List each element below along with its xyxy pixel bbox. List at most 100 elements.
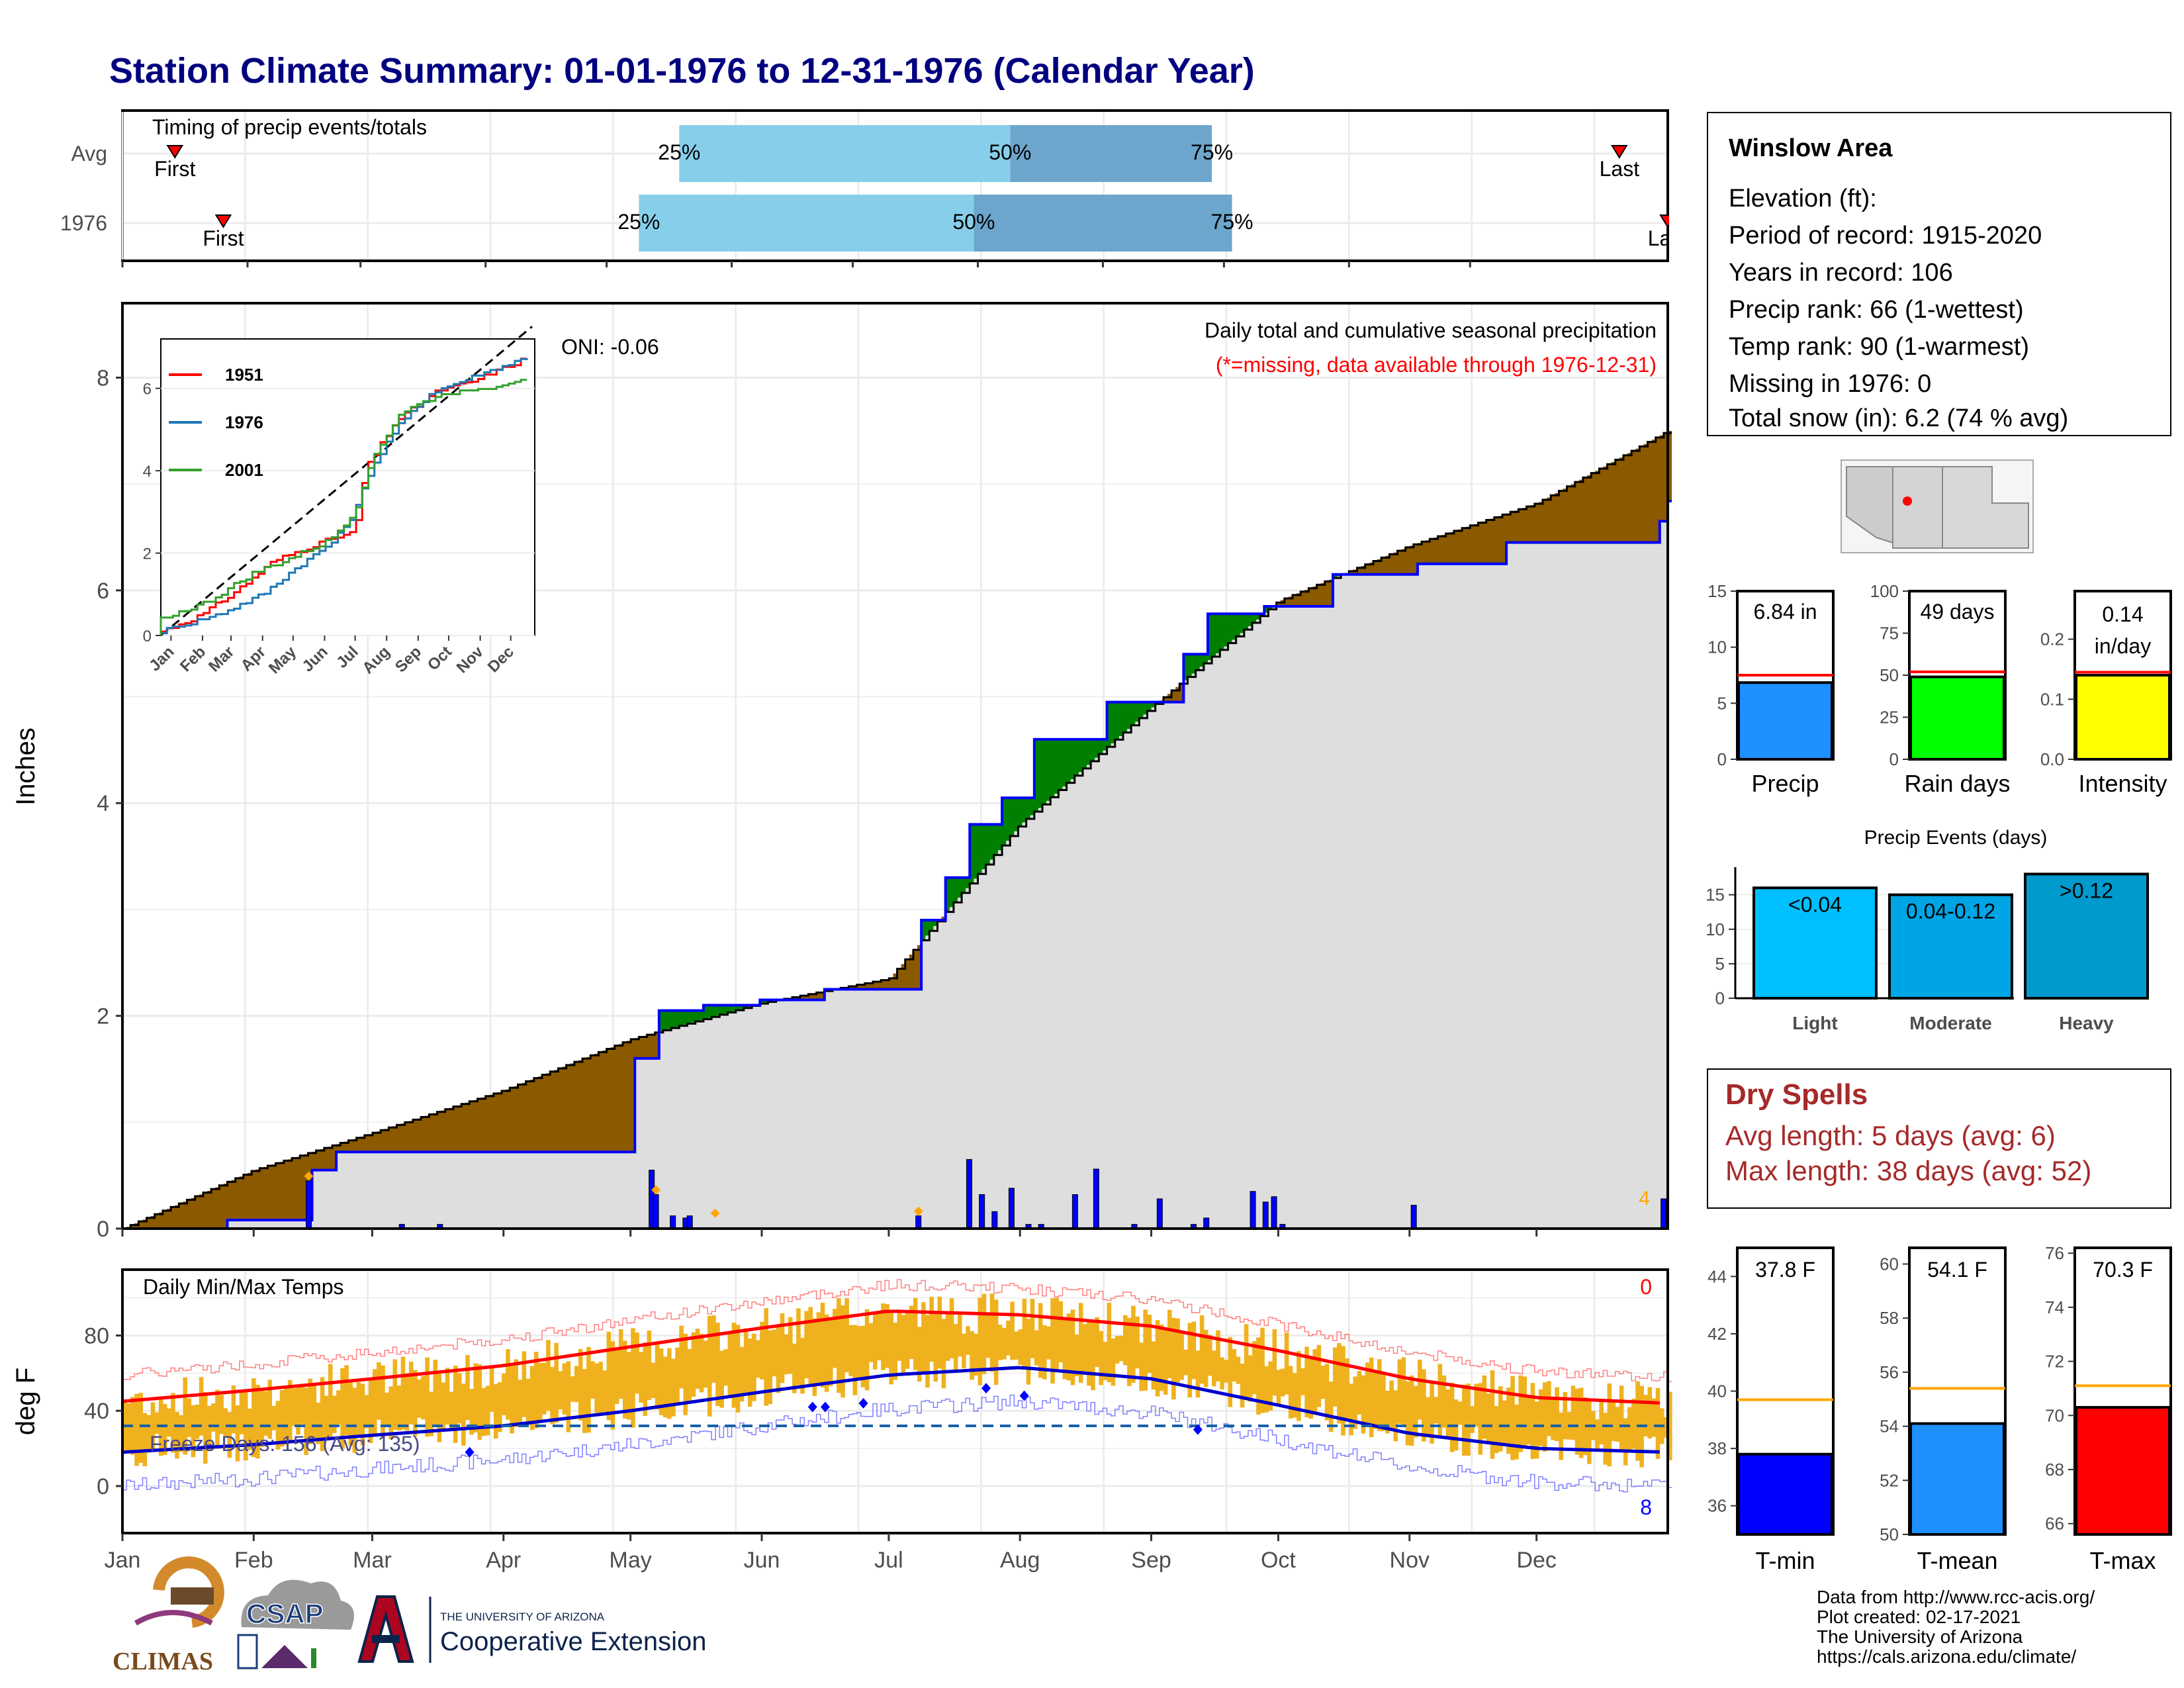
daily-temp-bar: [489, 1366, 494, 1412]
daily-temp-bar: [820, 1302, 825, 1387]
daily-temp-bar: [1543, 1382, 1547, 1452]
daily-temp-bar: [1183, 1349, 1189, 1376]
temp-mini-ytick-label: 36: [1707, 1496, 1727, 1516]
daily-precip-bar: [686, 1215, 693, 1229]
daily-temp-bar: [1502, 1400, 1507, 1446]
daily-precip-bar: [991, 1211, 998, 1229]
record-low-marker: [1019, 1390, 1029, 1401]
daily-temp-bar: [566, 1361, 571, 1432]
temp-mini-category-label: T-min: [1756, 1547, 1815, 1574]
temp-mini-ytick-label: 60: [1880, 1254, 1899, 1274]
daily-temp-bar: [267, 1380, 273, 1439]
csap-logo-text: CSAP: [246, 1598, 324, 1629]
timing-avg-first-label: First: [154, 157, 195, 181]
info-temp-rank: Temp rank: 90 (1-warmest): [1729, 333, 2029, 361]
daily-temp-bar: [1256, 1337, 1261, 1415]
daily-temp-bar: [610, 1341, 615, 1430]
month-label: May: [610, 1548, 652, 1573]
daily-temp-bar: [1478, 1383, 1483, 1455]
daily-temp-bar: [792, 1343, 797, 1393]
daily-temp-bar: [336, 1390, 341, 1425]
snow-marker: [304, 1171, 314, 1181]
daily-temp-bar: [138, 1393, 143, 1463]
daily-temp-bar: [723, 1349, 728, 1386]
mini-ytick-label: 50: [1880, 665, 1899, 685]
daily-temp-bar: [683, 1333, 688, 1415]
daily-temp-bar: [945, 1313, 950, 1361]
dry-spells-box: Dry Spells Avg length: 5 days (avg: 6) M…: [1707, 1068, 2171, 1209]
daily-temp-bar: [1244, 1324, 1249, 1398]
daily-temp-bar: [1070, 1309, 1075, 1385]
daily-temp-bar: [643, 1342, 648, 1416]
events-category-label: Light: [1792, 1013, 1837, 1033]
daily-temp-bar: [332, 1395, 337, 1433]
daily-temp-bar: [1526, 1396, 1531, 1445]
daily-temp-bar: [255, 1384, 260, 1459]
ua-extension-text: Cooperative Extension: [440, 1627, 706, 1656]
daily-temp-bar: [461, 1383, 466, 1446]
daily-temp-bar: [917, 1327, 922, 1382]
record-high-line: [122, 1279, 1672, 1382]
month-label: Mar: [353, 1548, 392, 1573]
snow-marker: [710, 1208, 720, 1218]
daily-temp-bar: [1264, 1366, 1269, 1413]
daily-temp-bar: [287, 1380, 293, 1442]
daily-temp-bar: [1393, 1390, 1398, 1442]
temp-mini-category-label: T-max: [2089, 1547, 2156, 1574]
daily-temp-bar: [1078, 1303, 1083, 1383]
daily-temp-bar: [1014, 1331, 1019, 1360]
precip-ytick-label: 6: [97, 579, 109, 604]
snow-marker: [651, 1185, 661, 1195]
month-label: Oct: [1261, 1548, 1296, 1573]
precip-right-count: 4: [1639, 1188, 1650, 1209]
daily-temp-bar: [731, 1323, 737, 1408]
daily-temp-bar: [1449, 1382, 1455, 1452]
daily-temp-bar: [760, 1321, 764, 1380]
daily-temp-bar: [167, 1408, 171, 1437]
daily-temp-bar: [1038, 1303, 1043, 1378]
freeze-days-label: Freeze Days: 156 (Avg: 135): [150, 1432, 420, 1456]
ua-small-text: THE UNIVERSITY OF ARIZONA: [440, 1611, 605, 1623]
daily-temp-bar: [1272, 1329, 1277, 1396]
temp-mini-bar: [1737, 1452, 1833, 1536]
mini-ytick-label: 0.2: [2040, 630, 2064, 649]
daily-temp-bar: [263, 1391, 268, 1436]
daily-precip-bar: [1661, 1198, 1667, 1229]
month-label: Dec: [1516, 1548, 1556, 1573]
daily-temp-bar: [1232, 1349, 1237, 1382]
daily-temp-bar: [1131, 1305, 1136, 1383]
daily-temp-bar: [711, 1315, 716, 1383]
daily-temp-bar: [1332, 1347, 1338, 1407]
daily-temp-bar: [707, 1315, 712, 1417]
daily-temp-bar: [381, 1365, 385, 1438]
temp-mini-value-label: 70.3 F: [2093, 1258, 2153, 1282]
events-ytick-label: 15: [1706, 885, 1725, 905]
daily-temp-bar: [1551, 1397, 1555, 1440]
station-marker-dot: [1903, 496, 1912, 506]
daily-temp-bar: [1010, 1301, 1015, 1360]
info-elevation: Elevation (ft):: [1729, 185, 1877, 212]
daily-temp-bar: [989, 1293, 995, 1372]
ua-logo: THE UNIVERSITY OF ARIZONA Cooperative Ex…: [357, 1595, 706, 1663]
daily-temp-bar: [1655, 1387, 1661, 1460]
timing-avg-first-marker: [166, 145, 184, 159]
month-label: Aug: [1000, 1548, 1040, 1573]
daily-temp-bar: [239, 1389, 244, 1434]
daily-temp-bar: [400, 1356, 406, 1430]
daily-temp-bar: [788, 1317, 793, 1374]
inset-legend-label: 2001: [225, 460, 263, 480]
daily-temp-bar: [929, 1297, 934, 1362]
daily-temp-bar: [1082, 1324, 1087, 1372]
timing-avg-last-marker: [1611, 145, 1628, 159]
daily-temp-bar: [445, 1368, 450, 1425]
daily-temp-bar: [1280, 1368, 1285, 1397]
daily-temp-bar: [1627, 1407, 1632, 1450]
daily-temp-bar: [1139, 1342, 1144, 1391]
temp-mini-ytick-label: 38: [1707, 1438, 1727, 1458]
avg-above-fill: [126, 430, 1672, 1229]
daily-temp-bar: [1510, 1376, 1515, 1460]
mini-ytick-label: 0: [1717, 749, 1727, 769]
daily-temp-bar: [627, 1352, 631, 1420]
daily-temp-bar: [622, 1340, 627, 1419]
daily-temp-bar: [913, 1297, 918, 1370]
